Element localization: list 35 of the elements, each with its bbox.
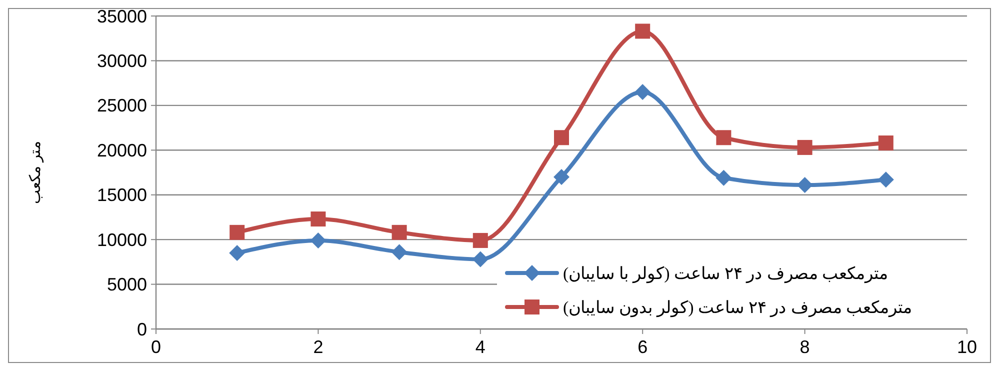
y-tick-label: 10000 [96,230,147,250]
point [472,251,488,268]
point [554,130,569,146]
point [310,232,326,248]
y-tick-label: 20000 [96,140,147,160]
y-tick-label: 0 [136,319,147,340]
point [635,24,650,39]
x-tick-label: 10 [956,337,978,357]
legend-label: مترمکعب مصرف در ۲۴ ساعت (کولر بدون سایبان) [563,298,912,318]
point [229,244,246,261]
x-tick-label: 0 [150,337,162,357]
y-tick-label: 35000 [96,6,147,26]
y-tick-label: 30000 [96,51,147,72]
point [472,232,488,248]
point [797,140,812,155]
legend-label: مترمکعب مصرف در ۲۴ ساعت (کولر با سایبان) [563,264,888,284]
point [878,135,894,150]
x-tick-label: 2 [313,337,324,357]
point [716,130,732,146]
x-tick-label: 6 [638,337,648,357]
x-tick-label: 8 [800,337,810,357]
y-tick-label: 5000 [106,274,147,295]
point [878,172,894,188]
point [310,212,326,227]
y-axis-title: متر مکعب [28,141,44,204]
x-tick-label: 4 [475,337,486,357]
point [796,177,813,194]
point [391,244,408,260]
point [554,168,570,185]
y-tick-label: 25000 [96,96,147,116]
point [230,224,245,240]
point [716,170,732,186]
point [634,84,651,100]
y-tick-label: 15000 [96,185,147,206]
point [392,224,407,240]
